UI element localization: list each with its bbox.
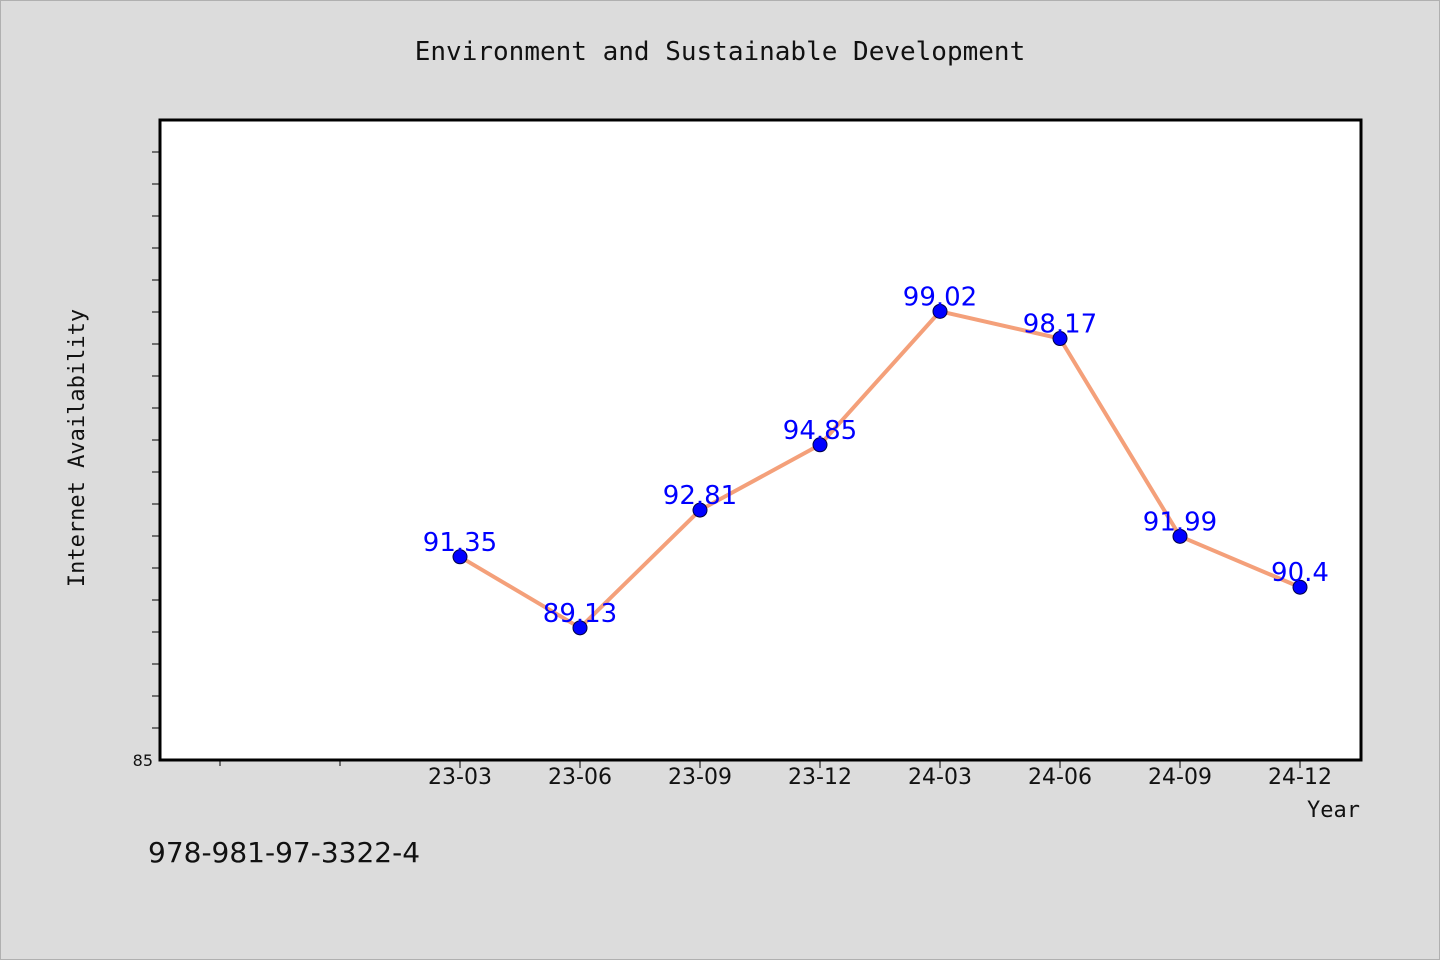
x-tick-label: 23-12 [788,765,852,790]
x-tick-label: 23-06 [548,765,612,790]
series-layer: 91.35 89.13 92.81 94.85 99.02 98.17 91.99 90.4 [423,282,1329,636]
data-label: 90.4 [1271,558,1329,588]
data-point [452,549,468,565]
x-tick-label: 24-09 [1148,765,1212,790]
x-tick-label: 24-06 [1028,765,1092,790]
data-label: 99.02 [903,282,977,312]
data-label: 91.99 [1143,507,1217,537]
x-tick-label: 24-03 [908,765,972,790]
x-tick-label: 23-03 [428,765,492,790]
data-point [1052,331,1068,347]
x-axis-label: Year [1307,798,1360,823]
series-line [458,309,1301,630]
x-axis-ticks: 23-03 23-06 23-09 23-12 24-03 24-06 24-09 24-12 [219,760,1332,790]
plot-area [158,118,1363,762]
isbn-text: 978-981-97-3322-4 [148,836,420,869]
y-tick-label: 85 [133,751,153,770]
data-point [572,620,588,636]
x-tick-label: 23-09 [668,765,732,790]
y-axis-ticks [152,151,160,729]
data-label: 98.17 [1023,310,1097,340]
data-point [692,502,708,518]
x-tick-label: 24-12 [1268,765,1332,790]
chart-title: Environment and Sustainable Development [415,37,1025,67]
data-point [1172,528,1188,544]
data-label: 92.81 [663,481,737,511]
data-point [812,437,828,453]
y-axis-label: Internet Availability [65,309,90,587]
data-point [1292,579,1308,595]
data-point [932,303,948,319]
data-label: 89.13 [543,599,617,629]
data-label: 94.85 [783,416,857,446]
data-label: 91.35 [423,528,497,558]
